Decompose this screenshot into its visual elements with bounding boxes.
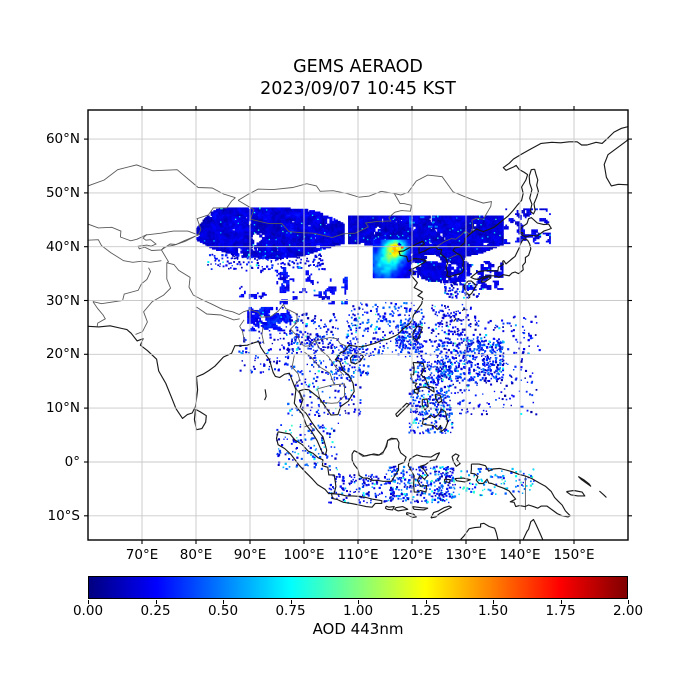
- colorbar-tick-mark: [560, 600, 562, 604]
- country-border: [239, 319, 246, 342]
- country-border: [435, 230, 471, 248]
- country-border: [394, 174, 492, 235]
- colorbar-tick-label: 1.25: [410, 603, 441, 619]
- coastline: [275, 431, 337, 495]
- coastline: [421, 408, 449, 433]
- colorbar-tick-label: 1.75: [545, 603, 576, 619]
- country-border: [146, 230, 199, 236]
- colorbar-tick-label: 1.50: [477, 603, 509, 619]
- colorbar-tick-mark: [493, 600, 494, 604]
- coastline: [264, 389, 267, 401]
- colorbar-tick-label: 2.00: [612, 603, 644, 619]
- country-border: [137, 233, 199, 251]
- country-border: [166, 262, 347, 347]
- coastline: [443, 478, 451, 483]
- colorbar-label: AOD 443nm: [312, 620, 404, 638]
- colorbar-tick-mark: [628, 600, 629, 604]
- coastline: [330, 493, 383, 508]
- colorbar-gradient: [88, 576, 628, 599]
- country-border: [88, 164, 236, 199]
- coastline: [603, 138, 628, 187]
- country-border: [88, 223, 147, 242]
- coastline: [413, 388, 420, 395]
- coastline: [351, 437, 407, 482]
- colorbar-tick-label: 1.00: [342, 603, 374, 619]
- coastline: [566, 489, 586, 497]
- coastline: [410, 361, 435, 393]
- title-line1: GEMS AERAOD: [293, 57, 423, 77]
- colorbar-tick-mark: [223, 600, 224, 604]
- colorbar-tick-label: 0.25: [140, 603, 171, 619]
- country-border: [237, 193, 413, 238]
- colorbar-tick-mark: [155, 600, 157, 604]
- coastline: [470, 463, 571, 518]
- coastline: [395, 402, 410, 418]
- country-border: [304, 424, 315, 432]
- coastline: [518, 217, 552, 238]
- coastline: [528, 168, 539, 215]
- coastline: [384, 505, 395, 511]
- colorbar-tick-mark: [358, 600, 359, 604]
- coastline: [406, 512, 417, 518]
- coastline: [394, 506, 409, 512]
- country-border: [88, 239, 162, 263]
- coastline: [577, 476, 592, 487]
- colorbar-tick-mark: [425, 600, 427, 604]
- coastline: [411, 506, 429, 511]
- coastline: [454, 477, 471, 483]
- coastline: [349, 353, 364, 365]
- country-border: [92, 301, 106, 327]
- country-border: [135, 262, 172, 335]
- coastline: [453, 317, 457, 322]
- coastline: [463, 280, 477, 296]
- country-border: [196, 306, 240, 321]
- country-border: [92, 267, 152, 305]
- coastline: [470, 238, 532, 281]
- colorbar-tick-mark: [88, 600, 89, 604]
- coastline: [451, 453, 461, 467]
- chart-title: GEMS AERAOD 2023/09/07 10:45 KST: [88, 56, 628, 100]
- coastline: [599, 490, 607, 498]
- title-line2: 2023/09/07 10:45 KST: [260, 79, 456, 99]
- coastline: [407, 452, 441, 493]
- country-border: [160, 197, 236, 264]
- coastline: [461, 308, 466, 312]
- country-border: [304, 351, 335, 385]
- coastline: [430, 505, 452, 519]
- coastline: [193, 408, 207, 431]
- colorbar-tick-mark: [290, 600, 292, 604]
- colorbar-tick-label: 0.75: [275, 603, 306, 619]
- country-border: [448, 253, 459, 259]
- country-border: [261, 327, 265, 345]
- coastline: [411, 325, 423, 341]
- coastline: [480, 276, 492, 283]
- colorbar-tick-label: 0.50: [207, 603, 239, 619]
- coastline: [460, 522, 499, 540]
- coastline: [88, 126, 628, 455]
- coastline: [467, 296, 471, 299]
- colorbar-tick-label: 0.00: [72, 603, 104, 619]
- coastline: [522, 518, 544, 540]
- country-border: [237, 183, 395, 201]
- country-border: [314, 341, 345, 376]
- coastline: [434, 394, 443, 404]
